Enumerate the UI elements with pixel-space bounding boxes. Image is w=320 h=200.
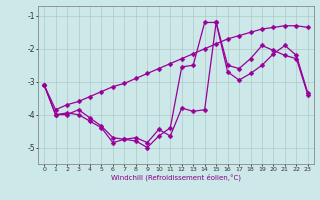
X-axis label: Windchill (Refroidissement éolien,°C): Windchill (Refroidissement éolien,°C) xyxy=(111,174,241,181)
